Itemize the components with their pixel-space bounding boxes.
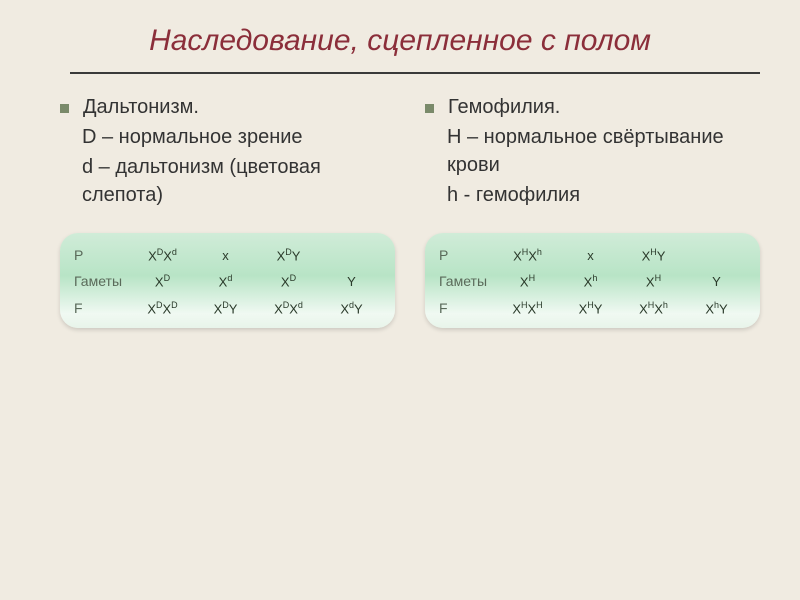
cell: XDY xyxy=(259,247,318,263)
row-label: Гаметы xyxy=(74,273,129,289)
right-column: Гемофилия. H – нормальное свёртывание кр… xyxy=(425,96,760,328)
page-title: Наследование, сцепленное с полом xyxy=(0,0,800,72)
cell: XH xyxy=(498,273,557,289)
card-row-f: F XDXD XDY XDXd XdY xyxy=(74,300,381,316)
cell: x xyxy=(196,248,255,263)
cell: XHY xyxy=(561,300,620,316)
cell: XHXh xyxy=(498,247,557,263)
bullet-item-right: Гемофилия. xyxy=(425,96,760,119)
row-label: P xyxy=(439,247,494,263)
left-topic: Дальтонизм. xyxy=(83,96,199,119)
card-row-p: P XHXh x XHY xyxy=(439,247,746,263)
content-columns: Дальтонизм. D – нормальное зрение d – да… xyxy=(0,74,800,328)
cell: XhY xyxy=(687,300,746,316)
card-row-gametes: Гаметы XH Xh XH Y xyxy=(439,273,746,289)
row-label: F xyxy=(74,300,129,316)
cell: XD xyxy=(133,273,192,289)
row-label: F xyxy=(439,300,494,316)
cell: XH xyxy=(624,273,683,289)
square-bullet-icon xyxy=(60,104,69,113)
card-row-gametes: Гаметы XD Xd XD Y xyxy=(74,273,381,289)
left-line1: D – нормальное зрение xyxy=(82,123,395,151)
square-bullet-icon xyxy=(425,104,434,113)
bullet-item-left: Дальтонизм. xyxy=(60,96,395,119)
cell: XDXd xyxy=(133,247,192,263)
cell: XDXd xyxy=(259,300,318,316)
left-column: Дальтонизм. D – нормальное зрение d – да… xyxy=(60,96,395,328)
cell: Y xyxy=(322,274,381,289)
right-topic: Гемофилия. xyxy=(448,96,560,119)
cell: x xyxy=(561,248,620,263)
cell: Xh xyxy=(561,273,620,289)
cell: XDXD xyxy=(133,300,192,316)
cell: Xd xyxy=(196,273,255,289)
right-line1: H – нормальное свёртывание крови xyxy=(447,123,760,179)
cell: Y xyxy=(687,274,746,289)
cell: XdY xyxy=(322,300,381,316)
cell: XD xyxy=(259,273,318,289)
card-row-f: F XHXH XHY XHXh XhY xyxy=(439,300,746,316)
cell: XHXh xyxy=(624,300,683,316)
left-line2: d – дальтонизм (цветовая слепота) xyxy=(82,153,395,209)
left-card: P XDXd x XDY Гаметы XD Xd XD Y F XDXD XD… xyxy=(60,233,395,328)
right-line2: h - гемофилия xyxy=(447,181,760,209)
card-row-p: P XDXd x XDY xyxy=(74,247,381,263)
cell: XHXH xyxy=(498,300,557,316)
cell: XDY xyxy=(196,300,255,316)
row-label: P xyxy=(74,247,129,263)
cell: XHY xyxy=(624,247,683,263)
right-card: P XHXh x XHY Гаметы XH Xh XH Y F XHXH XH… xyxy=(425,233,760,328)
row-label: Гаметы xyxy=(439,273,494,289)
